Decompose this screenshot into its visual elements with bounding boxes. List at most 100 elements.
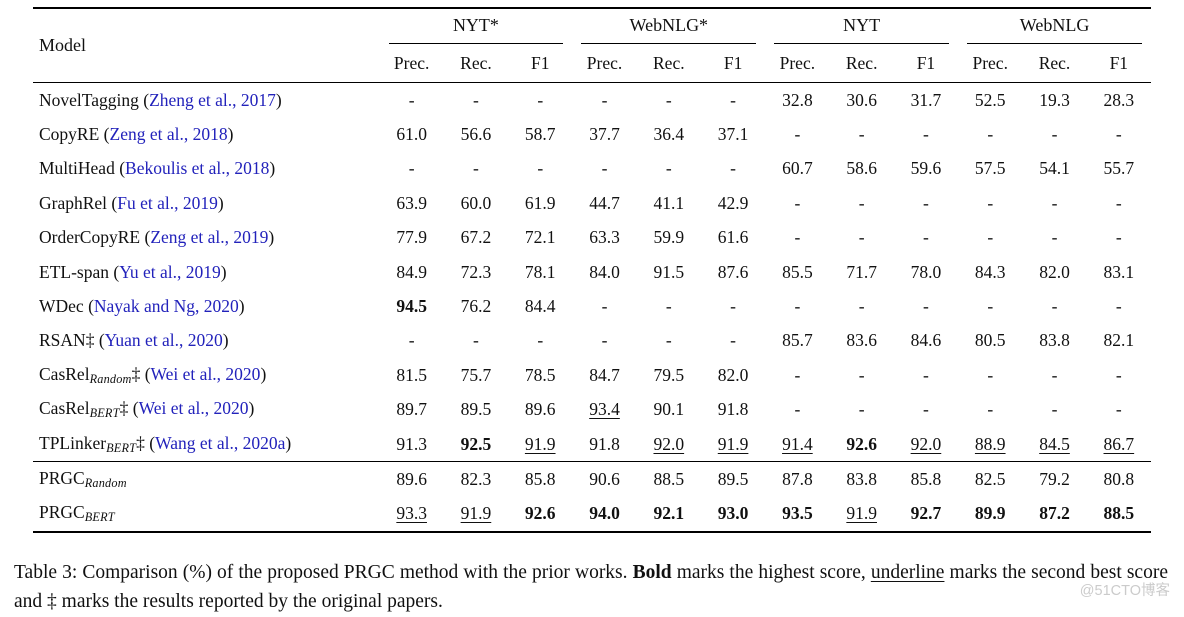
model-name: RSAN <box>39 330 86 351</box>
metric-cell: 84.5 <box>1039 433 1070 454</box>
metric-column-header: Rec. <box>653 52 685 73</box>
citation-link[interactable]: Bekoulis et al., 2018 <box>125 158 270 179</box>
table-row: RSAN‡ (Yuan et al., 2020) - - - - - - 85.7 83.6 8… <box>33 324 1151 358</box>
metric-cell: 87.2 <box>1039 503 1070 524</box>
metric-cell: 84.0 <box>589 261 620 282</box>
metric-cell: - <box>601 296 608 317</box>
citation-link[interactable]: Zeng et al., 2018 <box>109 124 228 145</box>
metric-cell: 92.0 <box>653 433 685 454</box>
model-name: ETL-span <box>39 261 109 282</box>
metric-cell: - <box>987 364 994 385</box>
results-table-wrapper: Model NYT* WebNLG* NYT WebNLG Prec. Rec. F1 Prec… <box>33 7 1151 534</box>
metric-cell: - <box>858 227 865 248</box>
metric-cell: 82.5 <box>958 461 1023 497</box>
model-name: CasRel <box>39 363 90 384</box>
caption-prefix: Table 3: Comparison (%) of the proposed … <box>14 562 633 584</box>
model-cell: CasRelBERT‡ (Wei et al., 2020) <box>39 398 255 421</box>
dataset-group-header: NYT <box>765 8 958 44</box>
citation-link[interactable]: Zheng et al., 2017 <box>149 89 276 110</box>
metric-cell: 58.6 <box>846 158 877 179</box>
metric-cell: 84.7 <box>589 364 620 385</box>
citation-link[interactable]: Yu et al., 2019 <box>119 261 221 282</box>
metric-cell: 90.6 <box>572 461 637 497</box>
metric-cell: 83.6 <box>846 330 877 351</box>
metric-cell: 92.1 <box>653 503 685 524</box>
metric-cell: - <box>987 192 994 213</box>
metric-cell: - <box>794 364 801 385</box>
group-header-row: Model NYT* WebNLG* NYT WebNLG <box>33 8 1151 55</box>
metric-cell: - <box>601 89 608 110</box>
citation-link[interactable]: Nayak and Ng, 2020 <box>93 296 239 317</box>
metric-cell: - <box>730 330 736 351</box>
table-row: ETL-span (Yu et al., 2019) 84.9 72.3 78.1 84… <box>33 255 1151 289</box>
metric-cell: 61.0 <box>396 124 427 145</box>
metric-cell: - <box>537 158 544 179</box>
metric-cell: - <box>858 124 865 145</box>
metric-cell: 86.7 <box>1103 433 1135 454</box>
metric-cell: - <box>730 296 736 317</box>
metric-cell: 89.5 <box>460 399 492 420</box>
metric-column-header: Rec. <box>845 52 878 73</box>
metric-cell: - <box>923 399 929 420</box>
metric-cell: 63.3 <box>589 227 620 248</box>
metric-cell: 92.6 <box>524 503 556 524</box>
metric-cell: 37.7 <box>589 124 620 145</box>
metric-cell: 81.5 <box>396 364 427 385</box>
dataset-group-label: NYT <box>774 9 950 44</box>
model-cell: RSAN‡ (Yuan et al., 2020) <box>39 330 229 351</box>
citation-link[interactable]: Wei et al., 2020 <box>138 398 249 419</box>
metric-cell: 93.5 <box>782 503 813 524</box>
caption-after-bold: marks the highest score, <box>671 562 871 584</box>
model-name: NovelTagging <box>39 89 139 110</box>
model-subscript: BERT <box>84 510 115 525</box>
metric-cell: - <box>1115 124 1122 145</box>
table-head: Model NYT* WebNLG* NYT WebNLG Prec. Rec. F1 Prec… <box>33 8 1151 83</box>
metric-cell: - <box>794 124 801 145</box>
model-cell: CopyRE (Zeng et al., 2018) <box>39 124 234 145</box>
model-cell: NovelTagging (Zheng et al., 2017) <box>39 89 282 110</box>
model-cell: PRGCRandom <box>33 461 380 497</box>
metric-cell: - <box>794 192 801 213</box>
metric-cell: - <box>923 192 929 213</box>
model-subscript: BERT <box>89 406 120 421</box>
metric-cell: - <box>858 364 865 385</box>
double-dagger-mark: ‡ <box>136 432 145 453</box>
citation-link[interactable]: Fu et al., 2019 <box>117 192 218 213</box>
metric-cell: 89.6 <box>524 399 556 420</box>
metric-cell: 31.7 <box>910 89 942 110</box>
model-cell: WDec (Nayak and Ng, 2020) <box>39 296 245 317</box>
metric-cell: - <box>665 330 672 351</box>
double-dagger-mark: ‡ <box>85 330 95 351</box>
metric-header-row: Prec. Rec. F1 Prec. Rec. F1 Prec. Rec. F1 Prec. Re… <box>33 44 1151 83</box>
metric-cell: - <box>1051 296 1058 317</box>
citation-link[interactable]: Wang et al., 2020a <box>155 432 286 453</box>
model-cell: PRGCBERT <box>33 497 380 532</box>
metric-cell: 91.8 <box>717 399 749 420</box>
metric-cell: 67.2 <box>460 227 492 248</box>
model-name: OrderCopyRE <box>39 227 141 248</box>
metric-cell: 94.0 <box>589 503 620 524</box>
metric-cell: - <box>1051 227 1058 248</box>
citation-link[interactable]: Yuan et al., 2020 <box>104 330 223 351</box>
table-body: NovelTagging (Zheng et al., 2017) - - - - - - 3… <box>33 83 1151 533</box>
metric-cell: - <box>408 158 415 179</box>
metric-cell: 91.5 <box>653 261 685 282</box>
metric-cell: - <box>408 89 415 110</box>
metric-cell: - <box>537 330 544 351</box>
model-cell: ETL-span (Yu et al., 2019) <box>39 261 227 282</box>
metric-cell: 88.5 <box>1103 503 1135 524</box>
metric-cell: 85.5 <box>782 261 813 282</box>
metric-cell: 32.8 <box>782 89 813 110</box>
table-row: PRGCBERT 93.3 91.9 92.6 94.0 92.1 93.0 93.5 91.9… <box>33 497 1151 532</box>
model-name: CasRel <box>39 398 90 419</box>
table-row: CopyRE (Zeng et al., 2018) 61.0 56.6 58.7 37… <box>33 117 1151 151</box>
metric-cell: 78.0 <box>910 261 942 282</box>
citation-link[interactable]: Wei et al., 2020 <box>150 363 261 384</box>
metric-cell: 93.0 <box>717 503 749 524</box>
metric-cell: - <box>1115 227 1122 248</box>
metric-cell: - <box>408 330 415 351</box>
metric-cell: 94.5 <box>396 296 427 317</box>
model-cell: GraphRel (Fu et al., 2019) <box>39 192 224 213</box>
citation-link[interactable]: Zeng et al., 2019 <box>150 227 269 248</box>
table-row: CasRelRandom‡ (Wei et al., 2020) 81.5 75.7… <box>33 358 1151 392</box>
